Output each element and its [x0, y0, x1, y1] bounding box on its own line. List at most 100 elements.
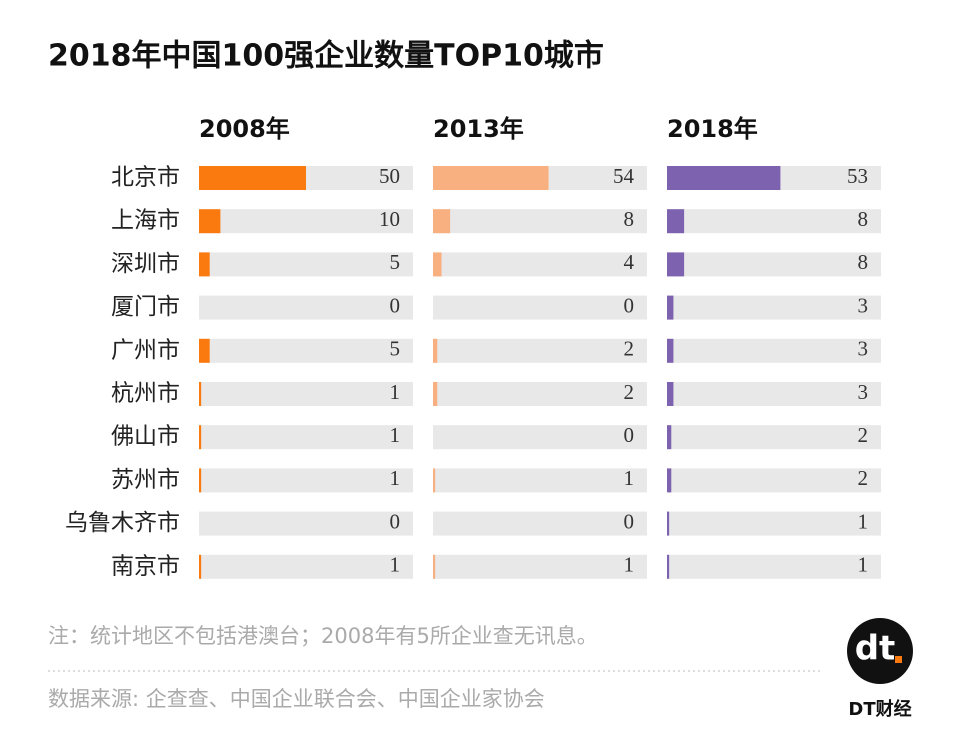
value-label: 5: [390, 250, 401, 274]
bar: [667, 425, 672, 450]
category-label: 乌鲁木齐市: [65, 510, 180, 536]
bar: [667, 252, 685, 277]
category-label: 上海市: [111, 208, 180, 234]
value-label: 8: [858, 250, 869, 274]
bar-track: [199, 295, 413, 320]
bar-track: [433, 252, 647, 277]
value-label: 3: [858, 293, 869, 317]
value-label: 53: [847, 164, 868, 188]
bar-track: [667, 295, 881, 320]
category-label: 杭州市: [111, 381, 180, 407]
category-label: 南京市: [111, 553, 180, 579]
value-label: 2: [624, 337, 635, 361]
value-label: 0: [390, 509, 401, 533]
bar-track: [667, 209, 881, 234]
value-label: 1: [624, 553, 635, 577]
bar-track: [199, 382, 413, 406]
value-label: 2: [858, 466, 869, 490]
bar: [667, 382, 674, 406]
bar-track: [667, 511, 881, 536]
bar-track: [199, 511, 413, 536]
bar: [667, 295, 674, 320]
bar-track: [667, 425, 881, 450]
bar-track: [433, 554, 647, 579]
value-label: 54: [613, 164, 635, 188]
bar-track: [433, 511, 647, 536]
bar-track: [433, 382, 647, 406]
value-label: 1: [390, 466, 401, 490]
bar-track: [433, 295, 647, 320]
value-label: 3: [858, 380, 869, 404]
panel-title: 2013年: [433, 115, 524, 143]
category-label: 厦门市: [111, 294, 180, 320]
category-label: 深圳市: [111, 251, 180, 277]
logo-name: DT财经: [848, 698, 911, 720]
bar: [667, 468, 672, 493]
bar-track: [433, 338, 647, 363]
bar-track: [667, 468, 881, 493]
value-label: 1: [390, 423, 401, 447]
panel-title: 2018年: [667, 115, 758, 143]
bar-track: [667, 554, 881, 579]
category-label: 广州市: [111, 337, 180, 363]
bar-track: [667, 338, 881, 363]
bar-track: [667, 252, 881, 277]
bar: [667, 166, 781, 190]
value-label: 8: [624, 207, 635, 231]
value-label: 50: [379, 164, 400, 188]
note: 注：统计地区不包括港澳台；2008年有5所企业查无讯息。: [48, 624, 598, 648]
bar-track: [199, 252, 413, 277]
bar: [667, 209, 685, 234]
value-label: 4: [624, 250, 635, 274]
bar: [433, 554, 436, 579]
bar: [199, 425, 202, 450]
bar-track: [199, 468, 413, 493]
bar-track: [199, 425, 413, 450]
bar: [667, 338, 674, 363]
value-label: 1: [858, 553, 869, 577]
logo-dot: [895, 656, 902, 663]
value-label: 1: [858, 509, 869, 533]
category-label: 佛山市: [111, 424, 180, 450]
bar: [199, 209, 221, 234]
bar: [199, 468, 202, 493]
value-label: 2: [624, 380, 635, 404]
bar-track: [199, 554, 413, 579]
value-label: 1: [390, 380, 401, 404]
bar-track: [433, 209, 647, 234]
bar: [667, 554, 670, 579]
bar: [199, 338, 210, 363]
bar: [433, 468, 436, 493]
logo-circle: [847, 618, 913, 684]
source: 数据来源: 企查查、中国企业联合会、中国企业家协会: [48, 687, 545, 711]
bar: [433, 209, 451, 234]
bar: [199, 252, 210, 277]
bar-track: [199, 209, 413, 234]
bar-track: [199, 338, 413, 363]
value-label: 3: [858, 337, 869, 361]
logo-mark: dt: [855, 629, 896, 669]
value-label: 5: [390, 337, 401, 361]
value-label: 0: [390, 293, 401, 317]
bar: [433, 252, 442, 277]
category-label: 北京市: [111, 165, 180, 191]
bar-track: [433, 468, 647, 493]
bar-track: [667, 382, 881, 406]
logo: dt DT财经: [847, 618, 913, 720]
bar: [433, 166, 549, 190]
bar: [433, 338, 438, 363]
category-label: 苏州市: [111, 467, 180, 493]
value-label: 2: [858, 423, 869, 447]
value-label: 1: [390, 553, 401, 577]
value-label: 0: [624, 293, 635, 317]
bar: [199, 382, 202, 406]
bar: [433, 382, 438, 406]
chart-title: 2018年中国100强企业数量TOP10城市: [48, 39, 604, 74]
bar: [199, 166, 306, 190]
value-label: 1: [624, 466, 635, 490]
value-label: 10: [379, 207, 400, 231]
panel-title: 2008年: [199, 115, 290, 143]
value-label: 0: [624, 509, 635, 533]
